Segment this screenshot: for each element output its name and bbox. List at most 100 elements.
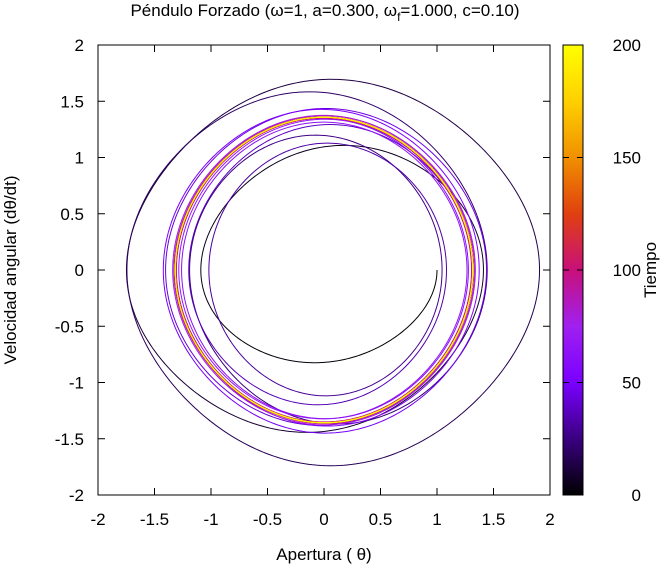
trajectory-segment xyxy=(426,170,474,224)
y-tick-label: 0 xyxy=(75,261,84,280)
trajectory-segment xyxy=(417,188,447,260)
trajectory-segment xyxy=(165,253,183,336)
x-tick-label: 0 xyxy=(319,510,328,529)
trajectory-segment xyxy=(188,210,203,289)
colorbar-tick-label: 0 xyxy=(632,486,641,505)
trajectory-segment xyxy=(202,145,260,211)
trajectory-segment xyxy=(402,148,459,221)
trajectory-segment xyxy=(174,264,198,347)
trajectory-segment xyxy=(355,145,427,172)
trajectory-segment xyxy=(162,232,172,318)
y-axis-label: Velocidad angular (dθ/dt) xyxy=(1,175,20,364)
trajectory-segment xyxy=(372,359,449,419)
trajectory-segment xyxy=(457,245,472,332)
trajectory-segment xyxy=(312,407,407,434)
trajectory-segment xyxy=(274,116,365,128)
trajectory-segment xyxy=(173,91,267,159)
trajectory-segment xyxy=(311,376,387,397)
trajectory-segment xyxy=(393,128,461,198)
trajectory-segment xyxy=(214,110,301,156)
trajectory-segment xyxy=(424,165,467,243)
trajectory-segment xyxy=(313,134,392,165)
trajectory-segment xyxy=(313,91,417,133)
trajectory-segment xyxy=(173,248,190,335)
trajectory-segment xyxy=(371,334,431,392)
trajectory-segment xyxy=(283,412,378,425)
trajectory-segment xyxy=(174,183,204,265)
trajectory-segment xyxy=(187,311,236,384)
trajectory-segment xyxy=(142,125,210,204)
colorbar-label: Tiempo xyxy=(641,242,660,298)
trajectory-segment xyxy=(415,304,464,382)
trajectory-segment xyxy=(126,203,144,292)
trajectory-segment xyxy=(416,312,467,388)
trajectory-segment xyxy=(438,176,473,256)
trajectory-segment xyxy=(181,229,189,312)
trajectory-segment xyxy=(414,315,466,389)
trajectory-segment xyxy=(361,365,441,420)
trajectory-segment xyxy=(224,160,281,206)
colorbar-tick-label: 150 xyxy=(613,149,641,168)
trajectory-segment xyxy=(209,285,244,358)
trajectory-segment xyxy=(394,305,427,338)
trajectory-segment xyxy=(447,280,480,362)
trajectory-segment xyxy=(266,78,384,93)
trajectory-segment xyxy=(410,319,465,393)
trajectory-segment xyxy=(172,265,197,350)
trajectory-segment xyxy=(189,238,201,325)
trajectory-segment xyxy=(175,213,189,299)
trajectory-segment xyxy=(222,376,306,422)
trajectory-segment xyxy=(201,123,278,182)
trajectory-segment xyxy=(455,198,476,284)
trajectory-segment xyxy=(280,144,356,162)
trajectory-segment xyxy=(217,119,297,167)
trajectory-segment xyxy=(169,380,264,453)
trajectory-segment xyxy=(373,116,452,174)
trajectory-segment xyxy=(382,393,483,459)
x-axis-ticks: -2 -1.5 -1 -0.5 0 0.5 1 1.5 2 xyxy=(90,45,555,529)
trajectory-segment xyxy=(532,226,541,311)
y-tick-label: -1 xyxy=(69,374,84,393)
trajectory-segment xyxy=(472,223,484,289)
trajectory-segment xyxy=(128,291,171,382)
trajectory-segment xyxy=(439,282,476,366)
y-tick-label: 2 xyxy=(75,36,84,55)
trajectory-segment xyxy=(223,393,313,434)
trajectory-segment xyxy=(167,154,216,233)
trajectory-segment xyxy=(258,124,344,147)
trajectory-segment xyxy=(187,156,236,230)
trajectory-segment xyxy=(213,118,296,169)
trajectory-segment xyxy=(170,317,225,394)
trajectory-segment xyxy=(401,324,458,394)
trajectory-segment xyxy=(178,298,223,378)
trajectory-segment xyxy=(187,141,247,214)
y-tick-label: 1.5 xyxy=(60,92,84,111)
y-tick-label: -1.5 xyxy=(55,430,84,449)
trajectory-segment xyxy=(192,166,237,240)
trajectory-segment xyxy=(435,285,473,368)
y-axis-ticks: -2 -1.5 -1 -0.5 0 0.5 1 1.5 2 xyxy=(55,36,550,505)
x-tick-label: 1.5 xyxy=(482,510,506,529)
trajectory-segment xyxy=(202,126,275,185)
trajectory-segment xyxy=(481,309,535,395)
y-tick-label: 1 xyxy=(75,149,84,168)
x-axis-label: Apertura ( θ) xyxy=(276,545,371,564)
y-tick-label: -0.5 xyxy=(55,317,84,336)
trajectory-segment xyxy=(195,349,268,413)
trajectory-segment xyxy=(200,258,210,306)
trajectory-segment xyxy=(373,361,448,419)
trajectory-segment xyxy=(223,154,280,210)
x-tick-label: 2 xyxy=(545,510,554,529)
trajectory-segment xyxy=(223,378,305,422)
trajectory-segment xyxy=(135,316,187,386)
trajectory-segment xyxy=(456,242,469,326)
trajectory-segment xyxy=(425,269,438,306)
trajectory-segment xyxy=(393,337,457,404)
trajectory-segment xyxy=(172,181,203,266)
trajectory-segment xyxy=(396,330,459,401)
trajectory-segment xyxy=(434,290,472,370)
trajectory-segment xyxy=(227,119,312,161)
trajectory-segment xyxy=(377,351,450,414)
trajectory-segment xyxy=(415,131,478,216)
